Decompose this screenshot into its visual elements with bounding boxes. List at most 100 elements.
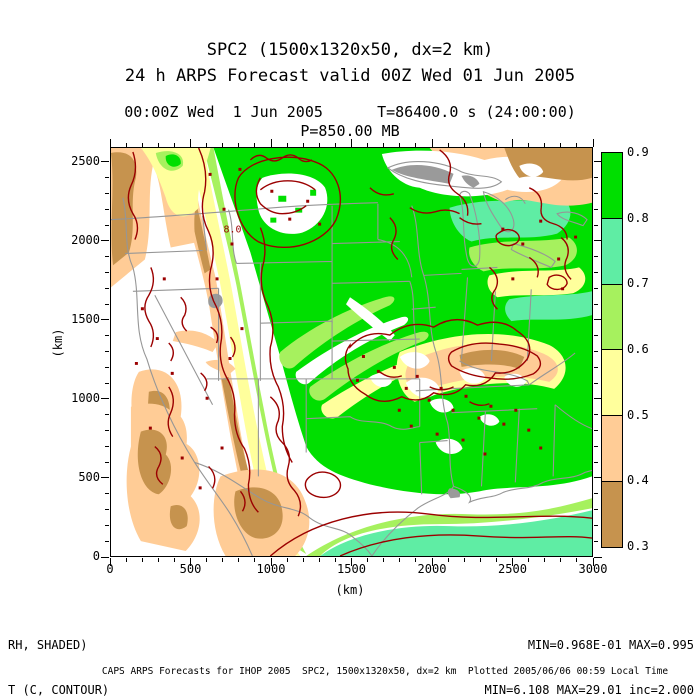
x-tick [270,558,272,566]
y-tick [594,161,602,163]
x-tick [528,143,530,147]
x-tick [463,558,465,562]
x-tick-label: 2000 [417,562,447,576]
y-tick [594,556,602,558]
x-tick [560,143,562,147]
y-tick [594,287,598,289]
y-tick-label: 1500 [71,311,100,326]
y-tick-label: 2000 [71,232,100,247]
x-tick-label: 1000 [256,562,286,576]
x-tick [334,143,336,147]
contour-field-label: T (C, CONTOUR) [8,683,110,697]
y-tick-label: 0 [92,549,100,563]
x-tick [576,143,578,147]
colorbar-label: 0.5 [627,407,649,422]
x-tick [109,558,111,566]
y-tick [594,177,598,179]
x-tick [238,143,240,147]
y-tick [101,556,109,558]
x-tick [479,558,481,562]
x-tick [399,143,401,147]
y-tick [105,366,109,368]
field-annotation-left: RH, SHADED) T (C, CONTOUR) [8,608,109,700]
rh-colorbar [601,152,623,548]
init-time-line: 00:00Z Wed 1 Jun 2005 T=86400.0 s (24:00… [124,103,576,121]
forecast-valid-title: 24 h ARPS Forecast valid 00Z Wed 01 Jun … [124,66,576,86]
y-tick [105,177,109,179]
colorbar-segment [602,481,622,547]
x-tick [415,558,417,562]
x-tick [318,143,320,147]
lakes [208,160,588,499]
x-tick [351,558,352,566]
x-axis-ticks-bottom [109,558,594,566]
x-tick [206,143,208,147]
forecast-map: 8.0 [111,148,592,556]
y-tick [105,287,109,289]
y-axis-tick-labels: 0 500 1000 1500 2000 2500 [54,147,100,567]
y-tick [594,303,598,305]
y-tick [105,303,109,305]
y-tick [594,414,598,416]
x-tick [190,558,191,566]
rh-colorbar-labels: 0.9 0.8 0.7 0.6 0.5 0.4 0.3 [627,145,667,562]
colorbar-label: 0.8 [627,210,649,225]
y-tick [594,224,598,226]
x-tick [463,143,465,147]
x-axis-ticks-top [109,139,594,147]
y-tick [105,224,109,226]
x-tick [367,143,369,147]
x-tick [544,143,546,147]
y-tick [105,256,109,258]
x-tick [302,143,304,147]
y-tick [105,271,109,273]
plot-frame: 8.0 [110,147,593,557]
x-tick [286,558,288,562]
y-tick [594,351,598,353]
y-tick [105,335,109,337]
x-tick [125,558,127,562]
x-tick [431,139,433,147]
x-tick [592,139,594,147]
y-tick [105,430,109,432]
y-tick [105,461,109,463]
x-tick [125,143,127,147]
x-tick [109,139,111,147]
x-tick [576,558,578,562]
x-tick [190,139,191,147]
colorbar-segment [602,283,622,350]
contour-stats-label: MIN=6.108 MAX=29.01 inc=2.000 [484,683,694,697]
x-tick-label: 3000 [578,562,608,576]
state-borders [111,197,592,556]
x-tick [157,558,159,562]
y-tick-label: 2500 [71,153,100,168]
x-tick [447,143,449,147]
x-axis-tick-labels: 0 500 1000 1500 2000 2500 3000 [106,562,607,578]
y-tick [594,192,598,194]
colorbar-segment [602,217,622,284]
y-tick [105,509,109,511]
y-tick [594,366,598,368]
x-tick-label: 1500 [337,562,366,576]
x-tick [383,558,385,562]
colorbar-segment [602,153,622,218]
shaded-field-label: RH, SHADED) [8,638,88,652]
x-tick [254,143,256,147]
colorbar-segment [602,415,622,482]
colorbar-label: 0.4 [627,473,649,488]
y-axis-ticks-left [101,147,110,558]
y-tick [594,382,598,384]
x-tick [447,558,449,562]
y-tick [105,351,109,353]
x-tick [286,143,288,147]
y-tick [101,319,109,321]
y-tick [594,208,598,210]
temperature-contours [127,148,592,556]
y-tick-label: 1000 [71,390,100,405]
x-tick [399,558,401,562]
y-tick [594,240,602,242]
y-tick [101,161,109,163]
y-tick [105,445,109,447]
page-title: SPC2 (1500x1320x50, dx=2 km) [206,40,494,60]
x-tick [560,558,562,562]
